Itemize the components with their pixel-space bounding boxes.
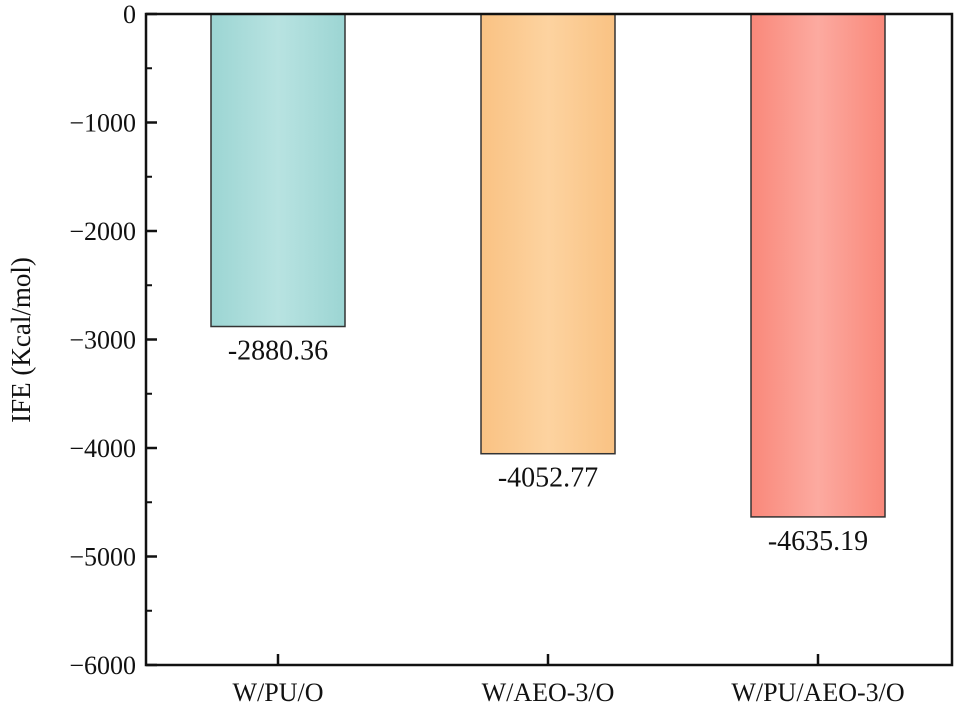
bars-group: -2880.36 -4052.77 -4635.19 bbox=[210, 13, 886, 557]
y-axis: 0 −1000 −2000 −3000 −4000 −5000 −6000 bbox=[69, 0, 157, 680]
data-label: -4052.77 bbox=[498, 463, 598, 494]
x-tick-label: W/PU/AEO-3/O bbox=[731, 678, 904, 707]
x-axis: W/PU/O W/AEO-3/O W/PU/AEO-3/O bbox=[233, 654, 905, 707]
data-label: -4635.19 bbox=[768, 526, 868, 557]
y-tick-label: 0 bbox=[123, 0, 136, 29]
data-label: -2880.36 bbox=[228, 336, 328, 367]
bar bbox=[750, 13, 886, 518]
x-tick-label: W/PU/O bbox=[233, 678, 324, 707]
bar bbox=[480, 13, 616, 455]
y-tick-label: −2000 bbox=[69, 217, 136, 246]
y-tick-label: −1000 bbox=[69, 109, 136, 138]
x-tick-label: W/AEO-3/O bbox=[482, 678, 615, 707]
y-tick-label: −6000 bbox=[69, 651, 136, 680]
y-tick-label: −5000 bbox=[69, 543, 136, 572]
bar bbox=[210, 13, 346, 328]
y-axis-label: IFE (Kcal/mol) bbox=[6, 257, 36, 423]
y-tick-label: −4000 bbox=[69, 434, 136, 463]
y-tick-label: −3000 bbox=[69, 326, 136, 355]
